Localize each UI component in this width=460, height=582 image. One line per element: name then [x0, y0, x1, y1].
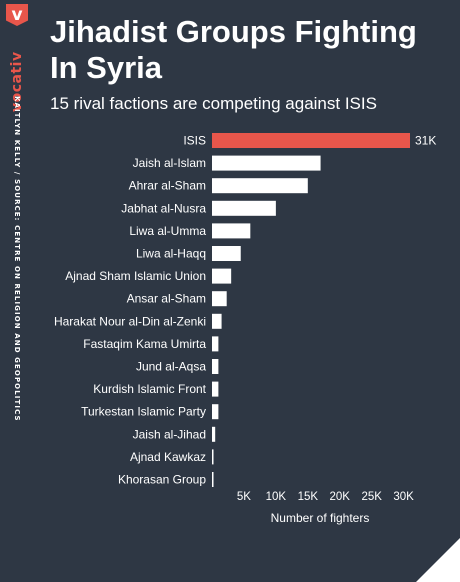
category-label: Harakat Nour al-Din al-Zenki	[54, 314, 206, 328]
category-label: Ansar al-Sham	[127, 292, 206, 306]
x-tick-label: 20K	[330, 491, 351, 503]
bar	[212, 268, 232, 284]
x-tick-label: 10K	[266, 491, 287, 503]
bar	[212, 404, 219, 420]
category-label: ISIS	[183, 134, 206, 148]
category-label: Ajnad Sham Islamic Union	[65, 269, 206, 283]
bar-value-label: 31K	[415, 134, 436, 148]
brand-mark: v	[6, 4, 28, 26]
byline-source: KAITLYN KELLY / SOURCE: CENTRE ON RELIGI…	[13, 96, 21, 422]
category-label: Liwa al-Umma	[129, 224, 206, 238]
bar	[212, 200, 276, 216]
category-label: Liwa al-Haqq	[136, 247, 206, 261]
category-label: Fastaqim Kama Umirta	[83, 337, 206, 351]
x-tick-label: 30K	[393, 491, 414, 503]
bar	[212, 133, 410, 148]
category-label: Khorasan Group	[118, 473, 206, 487]
bar	[212, 336, 219, 352]
x-tick-label: 25K	[361, 491, 382, 503]
bar	[212, 313, 222, 329]
bar	[212, 291, 227, 307]
category-label: Jaish al-Jihad	[133, 427, 206, 441]
corner-fold	[416, 538, 460, 582]
category-label: Ahrar al-Sham	[129, 179, 206, 193]
category-label: Jabhat al-Nusra	[121, 201, 206, 215]
category-label: Jund al-Aqsa	[136, 360, 206, 374]
chart-subtitle: 15 rival factions are competing against …	[50, 94, 377, 113]
bar	[212, 472, 214, 487]
category-label: Jaish al-Islam	[133, 156, 206, 170]
category-label: Ajnad Kawkaz	[130, 450, 206, 464]
bar	[212, 178, 308, 194]
bar	[212, 381, 219, 397]
x-axis: 5K 10K 15K 20K 25K 30K	[237, 491, 414, 503]
x-tick-label: 5K	[237, 491, 251, 503]
bar	[212, 155, 321, 171]
bar	[212, 223, 251, 239]
bar	[212, 449, 214, 465]
bar	[212, 359, 219, 374]
vocativ-logo: v vocativ	[6, 4, 28, 116]
category-label: Turkestan Islamic Party	[81, 405, 206, 419]
category-label: Kurdish Islamic Front	[93, 382, 206, 396]
bar	[212, 426, 216, 442]
x-tick-label: 15K	[298, 491, 319, 503]
x-axis-title: Number of fighters	[271, 511, 370, 525]
bar-rows: ISIS 31K Jaish al-Islam Ahrar al-Sham Jabhat…	[54, 133, 436, 487]
chart-title: Jihadist Groups Fighting In Syria	[50, 14, 417, 85]
bar	[212, 246, 241, 261]
